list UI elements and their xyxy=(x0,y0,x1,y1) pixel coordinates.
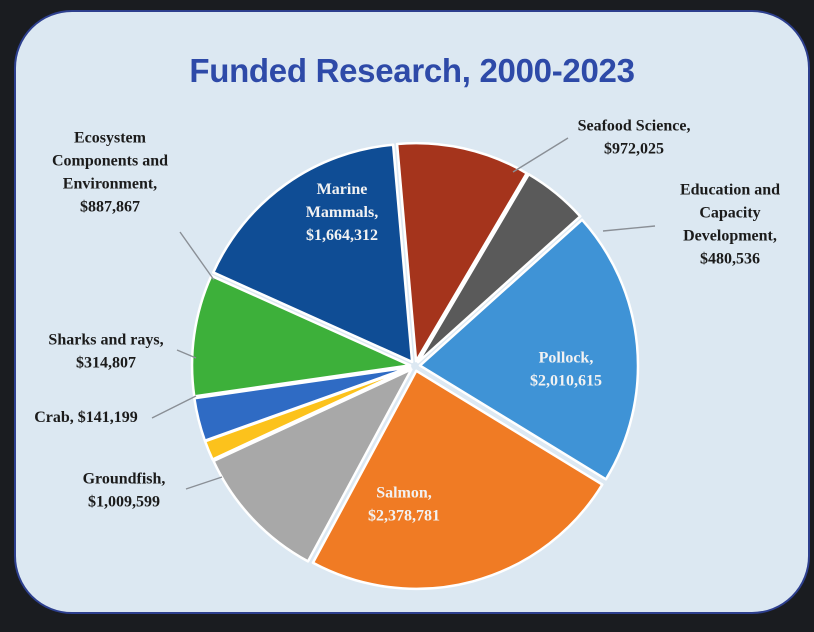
slice-label-line: Seafood Science, xyxy=(578,118,691,135)
leader-line-groundfish xyxy=(185,476,223,490)
slice-label-line: Crab, $141,199 xyxy=(34,409,138,426)
slice-label-line: $972,025 xyxy=(604,141,664,158)
slice-label-line: Marine xyxy=(317,181,368,198)
slice-label-line: Components and xyxy=(52,153,168,170)
slice-label-line: $1,009,599 xyxy=(88,494,160,511)
slice-label-line: Capacity xyxy=(699,205,760,222)
slice-label-line: $314,807 xyxy=(76,355,136,372)
slice-label-line: Pollock, xyxy=(539,350,594,367)
pie-slice-pollock xyxy=(418,218,640,481)
leader-line-sharks-and-rays xyxy=(176,349,197,359)
slice-label-line: Environment, xyxy=(63,176,157,193)
pie-slice-marine-mammals xyxy=(212,143,414,364)
slice-label-line: Mammals, xyxy=(306,204,378,221)
pie-slice-ecosystem-components-and-environment xyxy=(190,274,412,398)
slice-label-line: $2,010,615 xyxy=(530,373,602,390)
slice-label-marine-mammals: Marine Mammals, $1,664,312 xyxy=(306,181,378,244)
slice-label-line: Education and xyxy=(680,182,780,199)
pie-slice-education-and-capacity-development xyxy=(416,173,582,364)
slice-label-seafood-science: Seafood Science, $972,025 xyxy=(578,118,691,158)
slice-label-line: $480,536 xyxy=(700,251,760,268)
leader-line-seafood-science xyxy=(512,137,569,173)
slice-label-crab: Crab, $141,199 xyxy=(34,409,138,426)
slice-label-salmon: Salmon, $2,378,781 xyxy=(368,485,440,525)
slice-label-line: Salmon, xyxy=(376,485,432,502)
leader-line-crab xyxy=(151,395,197,419)
slice-label-line: Sharks and rays, xyxy=(48,332,163,349)
slice-label-line: Development, xyxy=(683,228,777,245)
slice-label-line: $887,867 xyxy=(80,199,140,216)
slice-label-line: Ecosystem xyxy=(74,130,147,147)
slice-label-line: Groundfish, xyxy=(83,471,166,488)
slice-label-line: $2,378,781 xyxy=(368,508,440,525)
chart-title: Funded Research, 2000-2023 xyxy=(189,52,635,89)
pie-slice-salmon xyxy=(311,369,604,591)
slice-label-ecosystem-components-and-environment: Ecosystem Components and Environment, $887,… xyxy=(52,130,168,216)
pie-slice-sharks-and-rays xyxy=(193,365,412,442)
leader-line-education-and-capacity-development xyxy=(602,225,656,232)
slice-label-education-and-capacity-development: Education and Capacity Development, $480,53… xyxy=(680,182,780,268)
pie-slice-groundfish xyxy=(212,368,413,563)
pie-slice-seafood-science xyxy=(395,141,528,363)
slice-label-line: $1,664,312 xyxy=(306,227,378,244)
slice-label-pollock: Pollock, $2,010,615 xyxy=(530,350,602,390)
slice-label-sharks-and-rays: Sharks and rays, $314,807 xyxy=(48,332,163,372)
leader-line-ecosystem-components-and-environment xyxy=(179,231,215,281)
slice-label-groundfish: Groundfish, $1,009,599 xyxy=(83,471,166,511)
